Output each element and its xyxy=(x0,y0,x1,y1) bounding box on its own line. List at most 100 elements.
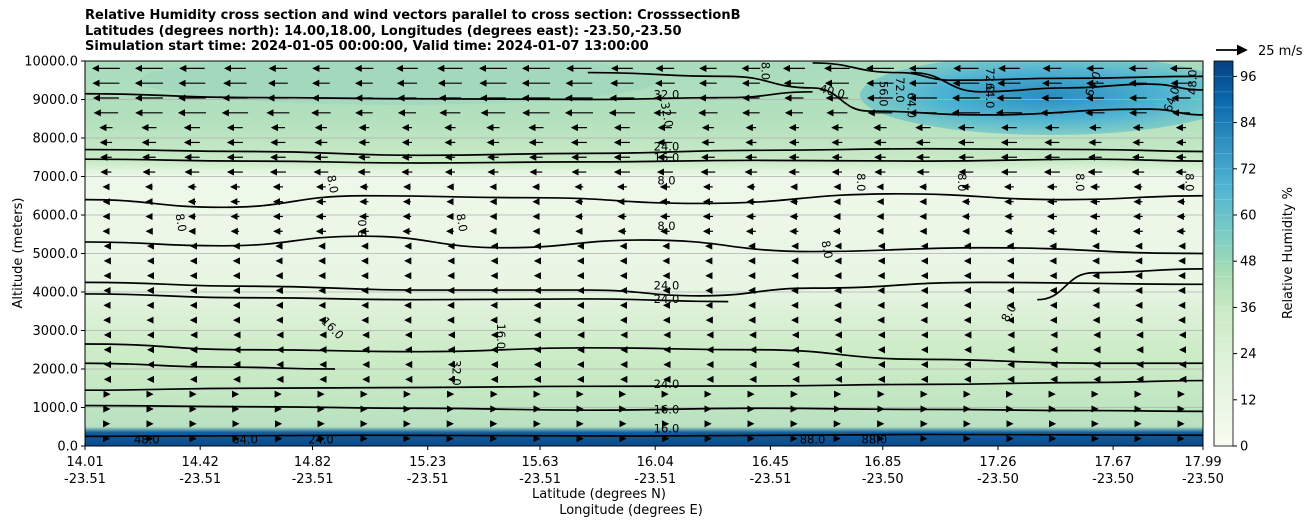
colorbar-label: Relative Humidity % xyxy=(1281,187,1296,319)
x-tick-label-lat: 15.63 xyxy=(521,455,558,470)
contour-label: 24.0 xyxy=(308,433,334,447)
contour-label: 16.0 xyxy=(654,422,680,436)
colorbar-tick-label: 72 xyxy=(1240,162,1257,177)
contour-line-24 xyxy=(85,379,1203,392)
contour-label: 88.0 xyxy=(800,433,826,447)
y-tick-label: 8000.0 xyxy=(33,132,79,147)
y-tick-label: 4000.0 xyxy=(33,286,79,301)
x-tick-label-lon: -23.51 xyxy=(179,472,221,487)
contour-label: 8.0 xyxy=(955,173,969,191)
contour-label: 24.0 xyxy=(654,140,680,154)
contour-label: 56.0 xyxy=(876,81,890,107)
x-axis-label-latitude: Latitude (degrees N) xyxy=(532,487,666,502)
x-axis-label-longitude: Longitude (degrees E) xyxy=(559,503,703,518)
contour-line-64 xyxy=(910,71,1203,93)
contour-label: 8.0 xyxy=(657,174,675,188)
x-tick-label-lon: -23.50 xyxy=(1092,472,1134,487)
x-tick-label-lat: 14.01 xyxy=(66,455,103,470)
contour-label: 24.0 xyxy=(654,292,680,306)
contour-line-16 xyxy=(85,343,1203,365)
y-tick-label: 5000.0 xyxy=(33,247,79,262)
colorbar-tick-label: 48 xyxy=(1240,255,1257,270)
y-axis-label: Altitude (meters) xyxy=(11,198,26,309)
contour-label: 64.0 xyxy=(983,83,997,109)
contour-label: 8.0 xyxy=(1182,173,1196,191)
colorbar-tick-label: 96 xyxy=(1240,70,1257,85)
x-tick-label-lon: -23.51 xyxy=(292,472,334,487)
chart-title-line-2: Latitudes (degrees north): 14.00,18.00, … xyxy=(85,23,682,39)
contour-label: 40.0 xyxy=(818,81,846,101)
contour-line-48 xyxy=(812,62,1203,82)
contour-label: 8.0 xyxy=(453,212,470,232)
contour-line-24 xyxy=(85,293,729,303)
x-tick-label-lat: 16.04 xyxy=(637,455,674,470)
contour-label: 8.0 xyxy=(356,219,370,237)
contour-line-8 xyxy=(1037,268,1203,301)
y-axis: 0.0 1000.0 2000.0 3000.0 4000.0 5000.0 6000.0 7… xyxy=(24,55,85,455)
x-axis: 14.01 -23.51 14.42 -23.51 14.82 -23.51 15.23 -2… xyxy=(64,446,1224,487)
y-tick-label: 1000.0 xyxy=(33,401,79,416)
contour-lines xyxy=(85,62,1203,438)
y-tick-label: 3000.0 xyxy=(33,324,79,339)
contour-line-8 xyxy=(85,192,1203,209)
contour-label: 8.0 xyxy=(1073,173,1087,191)
colorbar: 0 12 24 36 48 60 72 84 96 Relative Humidity % xyxy=(1213,60,1296,455)
contour-label: 8.0 xyxy=(657,219,675,233)
colorbar-gradient xyxy=(1213,60,1234,447)
colorbar-tick-label: 0 xyxy=(1240,440,1248,455)
contour-label: 64.0 xyxy=(232,433,258,447)
contour-label: 8.0 xyxy=(854,173,868,191)
contour-labels: 32.0 40.032.024.016.08.08.08.08.0 8.0 8.08.… xyxy=(134,62,1200,447)
x-tick-label-lon: -23.51 xyxy=(64,472,106,487)
contour-label: 64.0 xyxy=(904,92,918,118)
x-tick-label-lat: 17.99 xyxy=(1184,455,1221,470)
colorbar-tick-label: 24 xyxy=(1240,347,1257,362)
x-tick-label-lon: -23.50 xyxy=(977,472,1019,487)
y-tick-label: 2000.0 xyxy=(33,363,79,378)
contour-label: 32.0 xyxy=(449,360,463,386)
x-tick-label-lat: 14.82 xyxy=(294,455,331,470)
x-tick-label-lon: -23.50 xyxy=(862,472,904,487)
contour-label: 32.0 xyxy=(658,101,676,129)
x-tick-label-lat: 15.23 xyxy=(409,455,446,470)
contour-label: 48.0 xyxy=(1186,69,1200,95)
colorbar-ticks: 0 12 24 36 48 60 72 84 96 xyxy=(1214,70,1257,455)
y-tick-label: 6000.0 xyxy=(33,209,79,224)
y-tick-label: 7000.0 xyxy=(33,170,79,185)
contour-label: 8.0 xyxy=(324,174,341,194)
contour-line-32 xyxy=(85,90,813,101)
contour-label: 24.0 xyxy=(654,377,680,391)
quiver-key-label: 25 m/s xyxy=(1258,44,1303,59)
contour-label: 72.0 xyxy=(893,77,907,103)
colorbar-tick-label: 60 xyxy=(1240,209,1257,224)
grid-lines xyxy=(85,99,1203,408)
contour-label: 32.0 xyxy=(654,87,680,101)
x-tick-label-lon: -23.51 xyxy=(634,472,676,487)
wind-vectors xyxy=(91,64,1192,443)
contour-label: 8.0 xyxy=(758,62,772,80)
x-tick-label-lon: -23.51 xyxy=(407,472,449,487)
x-tick-label-lon: -23.51 xyxy=(519,472,561,487)
contour-label: 48.0 xyxy=(134,433,160,447)
colorbar-tick-label: 36 xyxy=(1240,301,1257,316)
quiver-key: 25 m/s xyxy=(1216,44,1303,59)
plot-area: 32.0 40.032.024.016.08.08.08.08.0 8.0 8.08.… xyxy=(84,60,1204,447)
contour-label: 16.0 xyxy=(654,151,680,165)
contour-line-24 xyxy=(85,147,1203,157)
contour-label: 16.0 xyxy=(494,323,508,349)
contour-label: 24.0 xyxy=(654,279,680,293)
contour-line-88 xyxy=(85,433,1203,438)
x-tick-label-lon: -23.50 xyxy=(1182,472,1224,487)
chart-title-line-1: Relative Humidity cross section and wind… xyxy=(85,8,741,23)
x-tick-label-lat: 17.26 xyxy=(979,455,1016,470)
y-tick-label: 0.0 xyxy=(57,440,78,455)
chart-title: Relative Humidity cross section and wind… xyxy=(85,8,741,55)
x-tick-label-lon: -23.51 xyxy=(749,472,791,487)
contour-line-32 xyxy=(85,362,336,370)
x-tick-label-lat: 17.67 xyxy=(1095,455,1132,470)
contour-label: 88.0 xyxy=(862,433,888,447)
y-tick-label: 10000.0 xyxy=(24,55,78,70)
contour-line-8 xyxy=(85,235,1203,255)
colorbar-tick-label: 12 xyxy=(1240,393,1257,408)
